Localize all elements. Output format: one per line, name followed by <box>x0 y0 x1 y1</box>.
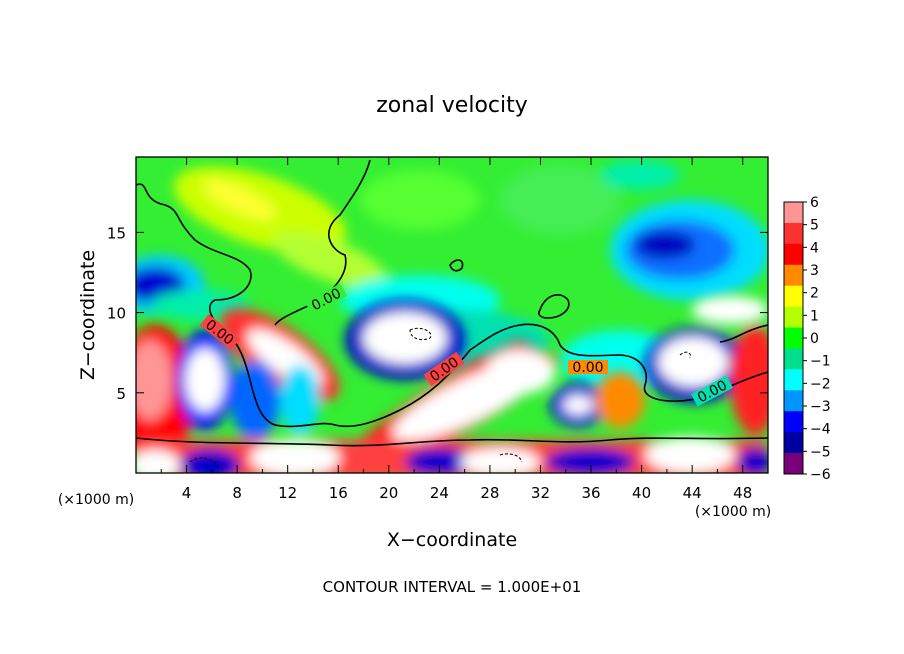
colorbar-swatch <box>784 202 803 224</box>
colorbar-swatch <box>784 222 803 245</box>
x-tick-label: 32 <box>531 484 550 502</box>
x-unit-left: (×1000 m) <box>58 492 134 508</box>
colorbar-label: 0 <box>810 331 819 347</box>
colorbar-swatch <box>784 369 803 391</box>
x-tick-label: 40 <box>632 484 651 502</box>
axis-ticks <box>136 157 768 473</box>
colorbar-label: −3 <box>810 399 831 415</box>
contour-label: 0.00 <box>572 360 603 376</box>
x-tick-label: 48 <box>733 484 752 502</box>
zero-contours <box>136 159 768 447</box>
colorbar-swatch <box>784 243 803 266</box>
y-axis-label: Z−coordinate <box>77 250 99 380</box>
x-tick-label: 8 <box>232 484 242 502</box>
x-tick-label: 12 <box>278 484 297 502</box>
x-tick-label: 24 <box>430 484 449 502</box>
contour-interval-footer: CONTOUR INTERVAL = 1.000E+01 <box>323 578 582 596</box>
chart-title: zonal velocity <box>376 93 528 118</box>
colorbar-swatch <box>784 432 803 454</box>
x-tick-label: 4 <box>182 484 192 502</box>
colorbar-label: −6 <box>810 467 831 483</box>
colorbar-label: 1 <box>810 308 819 324</box>
velocity-field <box>136 157 768 473</box>
x-tick-label: 28 <box>480 484 499 502</box>
colorbar-swatch <box>784 411 803 433</box>
x-axis-label: X−coordinate <box>387 529 517 551</box>
colorbar-swatch <box>784 390 803 412</box>
colorbar-swatch <box>784 348 803 370</box>
x-unit-right: (×1000 m) <box>695 504 771 520</box>
y-tick-label: 5 <box>116 385 126 403</box>
colorbar-swatch <box>784 453 803 475</box>
colorbar-label: −5 <box>810 444 831 460</box>
plot-frame <box>135 156 769 474</box>
colorbar-label: −4 <box>810 422 831 438</box>
colorbar-label: 5 <box>810 218 819 234</box>
colorbar-swatch <box>784 306 803 329</box>
colorbar-swatch <box>784 264 803 287</box>
y-tick-label: 15 <box>107 224 126 242</box>
colorbar-swatch <box>784 285 803 308</box>
colorbar-label: 6 <box>810 195 819 211</box>
colorbar-label: 3 <box>810 263 819 279</box>
colorbar-label: 4 <box>810 240 819 256</box>
colorbar-label: 2 <box>810 286 819 302</box>
x-tick-label: 20 <box>379 484 398 502</box>
colorbar-swatch <box>784 327 803 349</box>
colorbar-label: −1 <box>810 354 831 370</box>
x-tick-label: 44 <box>683 484 702 502</box>
y-tick-label: 10 <box>107 305 126 323</box>
colorbar: 6 5 4 3 2 1 0 −1 −2 −3 −4 −5 −6 <box>783 195 831 483</box>
x-tick-label: 36 <box>581 484 600 502</box>
x-tick-label: 16 <box>329 484 348 502</box>
colorbar-label: −2 <box>810 376 831 392</box>
